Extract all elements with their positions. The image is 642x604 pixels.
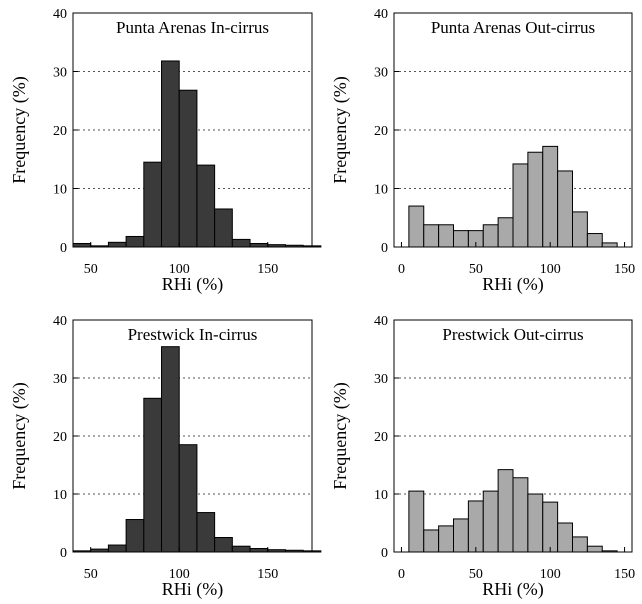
y-tick-label: 20 [53,430,67,445]
y-tick-label: 0 [60,241,67,256]
histogram-panel-3: 0 10 20 30 40 50 100 150 Prestwick In-cirrus RHi … [9,314,322,600]
histogram-bar [423,224,440,248]
x-tick-label: 150 [257,567,278,582]
histogram-bar [125,519,145,553]
y-axis-label: Frequency (%) [330,382,351,489]
histogram-panel-4: 0 10 20 30 40 0 50 100 150 Prestwick Out-cirrus RH… [330,314,635,600]
histogram-bar [586,545,603,553]
histogram-bar [423,529,440,553]
histogram-bar [557,170,573,248]
histogram-bar [586,233,603,248]
y-tick-label: 30 [53,372,67,387]
histogram-bar [231,545,251,553]
x-axis-label: RHi (%) [162,579,224,600]
x-axis-label: RHi (%) [162,274,224,295]
histogram-bar [408,205,425,248]
y-tick-label: 40 [374,7,388,22]
histogram-bar [161,60,180,248]
histogram-bar [453,518,469,553]
histogram-bar [527,151,544,248]
y-axis-label: Frequency (%) [9,76,30,183]
histogram-bar [196,512,216,553]
y-tick-label: 20 [53,124,67,139]
x-tick-label: 100 [540,262,561,277]
x-tick-label: 50 [469,567,483,582]
histogram-bar [512,477,529,553]
histogram-bar [601,242,618,248]
x-tick-label: 50 [469,262,483,277]
histogram-bar [497,469,514,553]
histogram-bar [178,444,198,553]
y-tick-label: 10 [374,183,388,198]
panel-title: Punta Arenas In-cirrus [116,18,269,37]
y-tick-label: 30 [374,372,388,387]
y-tick-label: 0 [381,546,388,561]
histogram-bar [249,242,269,248]
histogram-bar [497,217,514,248]
y-axis-label: Frequency (%) [330,76,351,183]
panel-title: Prestwick In-cirrus [128,325,258,344]
histogram-bar [542,501,559,553]
histogram-bar [107,241,127,248]
histogram-bar [72,242,92,248]
histogram-bar [453,230,469,248]
x-tick-label: 150 [614,262,635,277]
histogram-panel-1: 0 10 20 30 40 50 100 150 Punta Arenas In-cirrus R… [9,7,322,295]
y-tick-label: 40 [374,314,388,329]
histogram-bar [196,164,216,248]
histogram-bar [527,493,544,553]
histogram-bar [214,208,233,248]
histogram-bar [557,522,573,553]
y-tick-label: 40 [53,314,67,329]
histogram-bar [125,235,145,248]
histogram-bar [214,537,233,553]
y-axis-label: Frequency (%) [9,382,30,489]
x-tick-label: 0 [398,567,405,582]
y-tick-label: 10 [53,183,67,198]
histogram-panel-2: 0 10 20 30 40 0 50 100 150 Punta Arenas Out-cirru… [330,7,635,295]
histogram-bar [143,161,163,248]
x-axis-label: RHi (%) [482,274,544,295]
x-tick-label: 0 [398,262,405,277]
x-tick-label: 100 [169,262,190,277]
y-tick-label: 10 [53,488,67,503]
panel-title: Prestwick Out-cirrus [442,325,583,344]
histogram-bar [572,211,588,248]
histogram-bar [249,548,269,553]
x-axis-label: RHi (%) [482,579,544,600]
y-tick-label: 20 [374,430,388,445]
histogram-bar [408,490,425,553]
histogram-bar [438,525,454,553]
y-tick-label: 40 [53,7,67,22]
y-tick-label: 10 [374,488,388,503]
y-tick-label: 30 [374,66,388,81]
histogram-bar [572,536,588,553]
x-tick-label: 150 [257,262,278,277]
histogram-bar [482,224,499,248]
histogram-bar [512,163,529,248]
y-tick-label: 0 [381,241,388,256]
histogram-bar [161,346,180,553]
histogram-bar [107,544,127,553]
histogram-bar [482,490,499,553]
y-tick-label: 20 [374,124,388,139]
histogram-bar [438,224,454,248]
x-tick-label: 50 [84,262,98,277]
y-tick-label: 0 [60,546,67,561]
histogram-bar [542,145,559,248]
x-tick-label: 100 [169,567,190,582]
x-tick-label: 50 [84,567,98,582]
histogram-bar [231,238,251,248]
y-tick-label: 30 [53,66,67,81]
x-tick-label: 150 [614,567,635,582]
histogram-bar [467,500,484,553]
histogram-bar [143,397,163,553]
x-tick-label: 100 [540,567,561,582]
panel-title: Punta Arenas Out-cirrus [431,18,595,37]
histogram-bar [178,89,198,248]
